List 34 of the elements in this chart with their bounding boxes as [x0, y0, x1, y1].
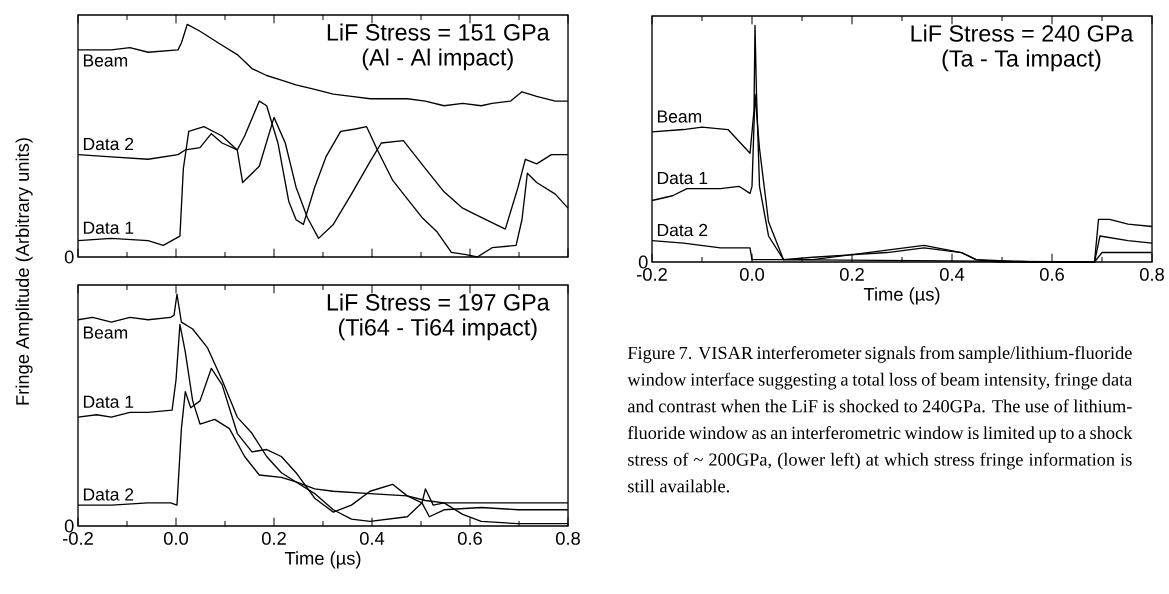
series-label: Data 2	[83, 488, 134, 501]
text: (Ta - Ta impact)	[942, 49, 1101, 72]
series-label: Beam	[83, 326, 128, 339]
text: (Al - Al impact)	[362, 48, 513, 71]
text: 0	[638, 255, 648, 269]
x-tick-label: -0.2	[637, 267, 667, 281]
x-axis-title: Time (µs)	[863, 287, 940, 305]
series-label: Data 2	[657, 223, 708, 237]
text: (Ti64 - Ti64 impact)	[338, 318, 537, 341]
chart-title: LiF Stress = 151 GPa	[327, 23, 550, 41]
caption: Figure 7. VISAR interferometer signals from sample/lithium-fluoride window interface suggesting a total loss of beam intensity, fringe data and contrast when the LiF is shocked to 240GPa. The use of lithium-fluoride window as an interferometric window is limited up to a shock stress of ~ 200GPa, (lower left) at which stress fringe information is still available.	[627, 345, 1133, 493]
x-tick-label: 0.2	[261, 531, 286, 545]
series-label: Beam	[83, 54, 128, 67]
x-tick-label: 0.8	[555, 531, 580, 545]
series-label: Data 1	[83, 221, 134, 234]
series-label: Beam	[657, 110, 702, 123]
x-tick-label: 0.6	[457, 531, 482, 545]
text: 0	[64, 519, 74, 533]
y-axis-title: Fringe Amplitude (Arbitrary units)	[15, 138, 33, 405]
x-tick-label: 0.4	[939, 267, 965, 281]
x-axis-title: Time (µs)	[284, 551, 361, 569]
chart-title: LiF Stress = 197 GPa	[327, 293, 550, 311]
x-tick-label: 0.8	[1139, 267, 1164, 281]
chart-title: LiF Stress = 240 GPa	[911, 24, 1134, 42]
x-tick-label: 0.6	[1039, 267, 1064, 281]
x-tick-label: 0.0	[163, 531, 189, 545]
x-tick-label: -0.2	[63, 531, 93, 545]
series-label: Data 1	[83, 395, 134, 408]
series-label: Data 1	[657, 171, 708, 185]
x-tick-label: 0.2	[839, 267, 864, 281]
x-tick-label: 0.0	[739, 267, 765, 281]
series-label: Data 2	[83, 137, 134, 151]
x-tick-label: 0.4	[359, 531, 385, 545]
text: 0	[64, 250, 74, 264]
